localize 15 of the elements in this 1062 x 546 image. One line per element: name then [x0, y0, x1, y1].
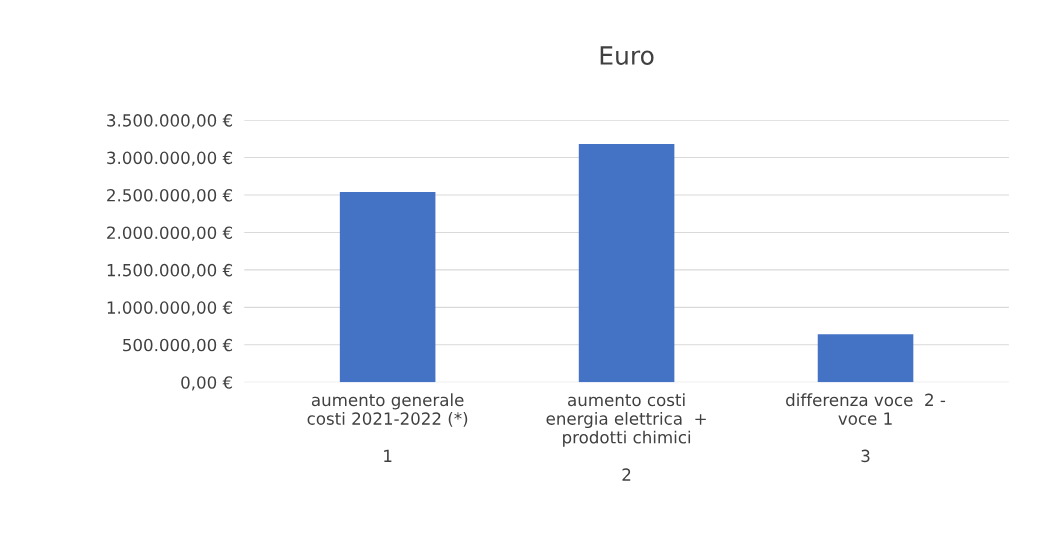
chart-title: Euro	[600, 46, 654, 65]
y-tick-label: 3.000.000,00 €	[107, 151, 233, 166]
y-tick-label: 1.000.000,00 €	[107, 301, 233, 316]
y-tick-label: 1.500.000,00 €	[107, 263, 233, 279]
category-label: aumento generale costi 2021-2022 (*) 1	[307, 393, 468, 462]
y-tick-label: 2.500.000,00 €	[107, 188, 233, 204]
y-tick-label: 0,00 €	[181, 376, 233, 391]
bar	[339, 192, 436, 383]
category-label: differenza voce 2 - voce 1 3	[786, 393, 946, 463]
y-tick-label: 2.000.000,00 €	[107, 226, 233, 241]
bar	[578, 144, 675, 383]
bar	[817, 334, 914, 383]
y-tick-label: 3.500.000,00 €	[107, 114, 233, 129]
category-label: aumento costi energia elettrica + prodotti chimici 2	[546, 393, 706, 481]
y-tick-label: 500.000,00 €	[123, 338, 233, 354]
